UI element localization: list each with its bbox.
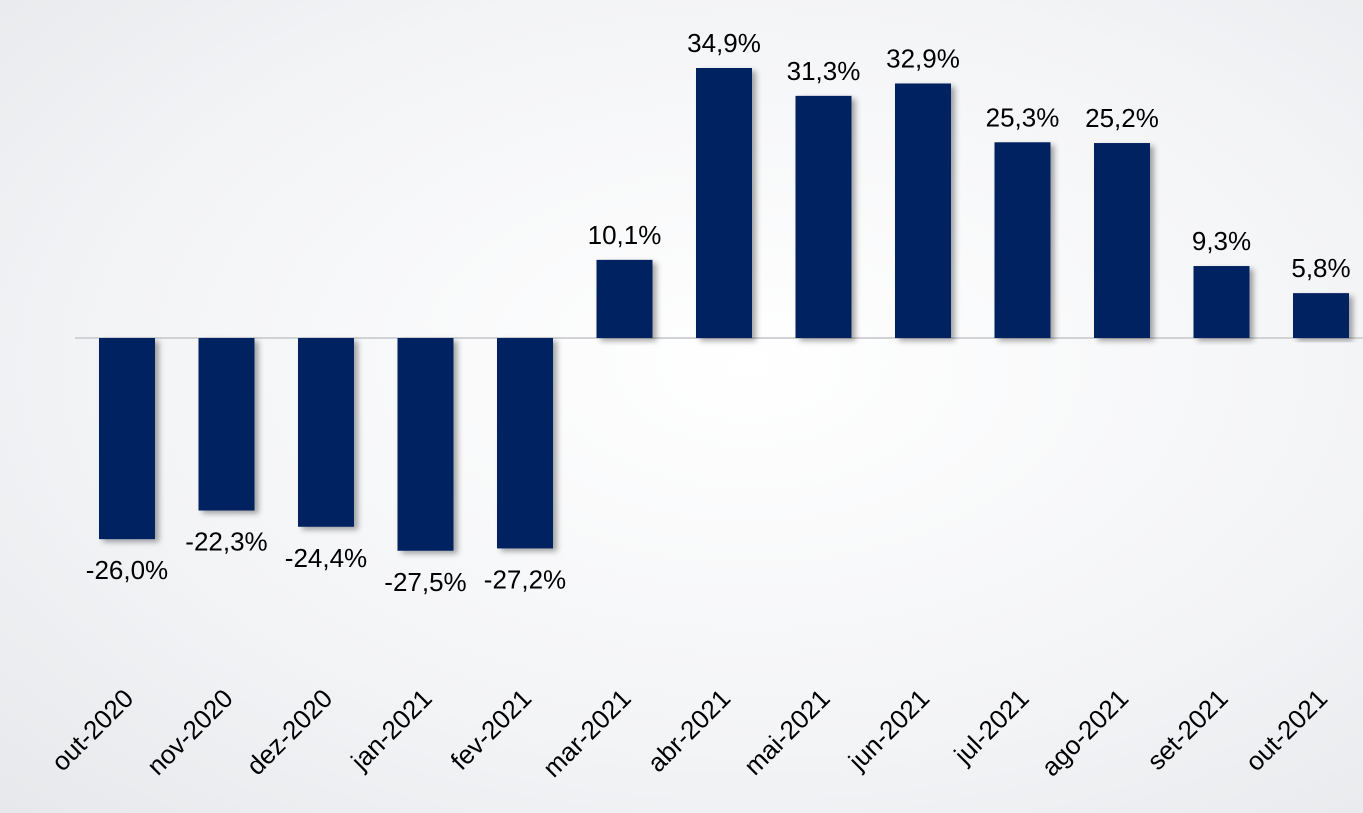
data-label: -27,2%	[484, 564, 566, 594]
data-label: 9,3%	[1192, 226, 1251, 256]
x-tick-label: mai-2021	[738, 683, 836, 781]
bar	[198, 338, 255, 511]
x-tick-label: out-2020	[45, 683, 139, 777]
x-tick-label: dez-2020	[240, 683, 338, 781]
data-label: -22,3%	[185, 527, 267, 557]
data-label: 25,2%	[1085, 103, 1159, 133]
bar	[1094, 143, 1150, 338]
bar	[1193, 266, 1250, 338]
bar	[1293, 293, 1349, 338]
x-tick-label: jun-2021	[842, 683, 935, 776]
bar	[596, 259, 653, 338]
bar	[895, 83, 951, 338]
bar	[497, 338, 553, 549]
bar	[397, 338, 454, 551]
x-tick-label: jul-2021	[947, 683, 1034, 770]
data-label: 5,8%	[1291, 253, 1350, 283]
bar	[99, 338, 155, 540]
x-tick-label: abr-2021	[641, 683, 736, 778]
data-label: -24,4%	[285, 543, 367, 573]
data-label: 25,3%	[986, 102, 1060, 132]
x-tick-label: jan-2021	[344, 683, 437, 776]
x-tick-label: ago-2021	[1035, 683, 1134, 782]
bar	[696, 68, 752, 338]
x-tick-label: out-2021	[1239, 683, 1333, 777]
x-tick-label: mar-2021	[537, 683, 637, 783]
data-label: 10,1%	[588, 220, 662, 250]
x-tick-label: nov-2020	[141, 683, 239, 781]
data-label: -27,5%	[384, 567, 466, 597]
data-label: 34,9%	[687, 28, 761, 58]
data-label: -26,0%	[86, 555, 168, 585]
x-tick-label: fev-2021	[444, 683, 537, 776]
x-tick-label: set-2021	[1141, 683, 1234, 776]
bar	[298, 338, 354, 527]
bar	[994, 142, 1051, 338]
data-label: 32,9%	[886, 43, 960, 73]
bar	[795, 95, 852, 338]
data-label: 31,3%	[787, 56, 861, 86]
